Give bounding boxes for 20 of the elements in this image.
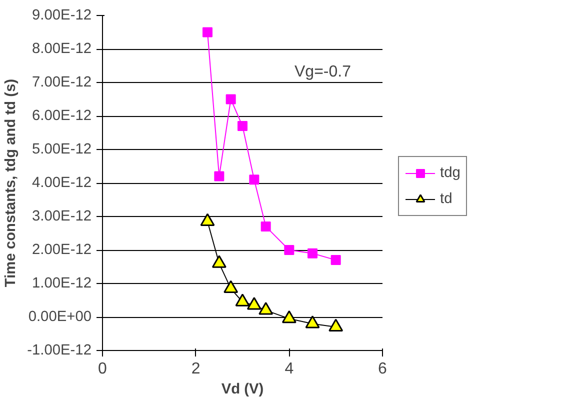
y-tick-label: 1.00E-12 bbox=[32, 276, 92, 292]
x-tick-label: 2 bbox=[191, 360, 200, 378]
y-tick-label: 9.00E-12 bbox=[32, 8, 92, 24]
y-tick-label: 7.00E-12 bbox=[32, 74, 92, 90]
y-tick-label: 5.00E-12 bbox=[32, 142, 92, 158]
y-axis-title: Time constants, tdg and td (s) bbox=[3, 78, 20, 288]
x-tick-label: 0 bbox=[98, 360, 108, 378]
y-tick-label: 3.00E-12 bbox=[32, 208, 92, 224]
y-tick-label: 4.00E-12 bbox=[32, 175, 92, 191]
y-tick-label: -1.00E-12 bbox=[27, 342, 92, 358]
x-tick-label: 6 bbox=[378, 360, 388, 378]
legend-label: tdg bbox=[440, 164, 460, 180]
y-tick-label: 6.00E-12 bbox=[32, 108, 92, 124]
y-tick-label: 0.00E+00 bbox=[28, 309, 92, 325]
legend-label: td bbox=[440, 190, 454, 206]
y-tick-label: 2.00E-12 bbox=[32, 242, 92, 258]
x-tick-label: 4 bbox=[284, 360, 294, 378]
y-tick-label: 8.00E-12 bbox=[32, 41, 92, 57]
annotation: Vg=-0.7 bbox=[294, 64, 352, 80]
x-axis-title: Vd (V) bbox=[221, 382, 264, 398]
